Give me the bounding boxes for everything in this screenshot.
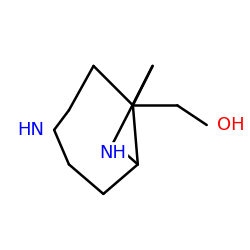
Text: HN: HN xyxy=(17,121,44,139)
Text: NH: NH xyxy=(100,144,127,162)
Text: OH: OH xyxy=(216,116,244,134)
